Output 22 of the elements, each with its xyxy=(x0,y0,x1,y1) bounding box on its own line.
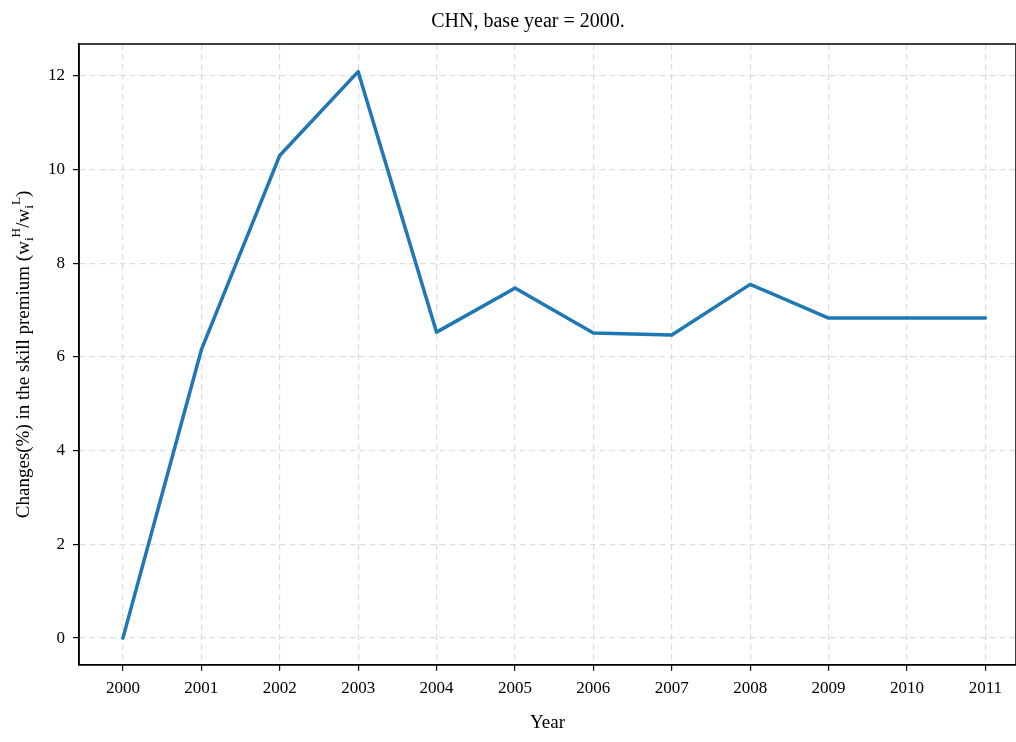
y-tick-label: 10 xyxy=(48,159,65,179)
y-axis-title: Changes(%) in the skill premium (wiH/wiL) xyxy=(7,190,37,519)
x-axis-title: Year xyxy=(529,710,566,732)
y-tick-label: 12 xyxy=(48,65,65,85)
x-tick-label: 2006 xyxy=(576,678,611,698)
x-tick-label: 2009 xyxy=(811,678,846,698)
x-tick-label: 2004 xyxy=(419,678,455,698)
y-tick-label: 2 xyxy=(56,533,65,553)
chart-title: CHN, base year = 2000. xyxy=(431,9,625,33)
x-tick-label: 2007 xyxy=(654,678,690,698)
x-tick-label: 2003 xyxy=(341,678,376,698)
x-tick-label: 2001 xyxy=(184,678,219,698)
y-tick-label: 0 xyxy=(56,627,65,647)
y-tick-label: 6 xyxy=(56,346,65,366)
y-tick-label: 8 xyxy=(56,252,65,272)
x-tick-label: 2005 xyxy=(497,678,532,698)
x-tick-label: 2000 xyxy=(105,678,140,698)
x-tick-label: 2011 xyxy=(968,678,1003,698)
y-tick-label: 4 xyxy=(56,440,66,460)
x-tick-label: 2008 xyxy=(733,678,768,698)
x-tick-label: 2002 xyxy=(262,678,297,698)
x-tick-label: 2010 xyxy=(890,678,925,698)
